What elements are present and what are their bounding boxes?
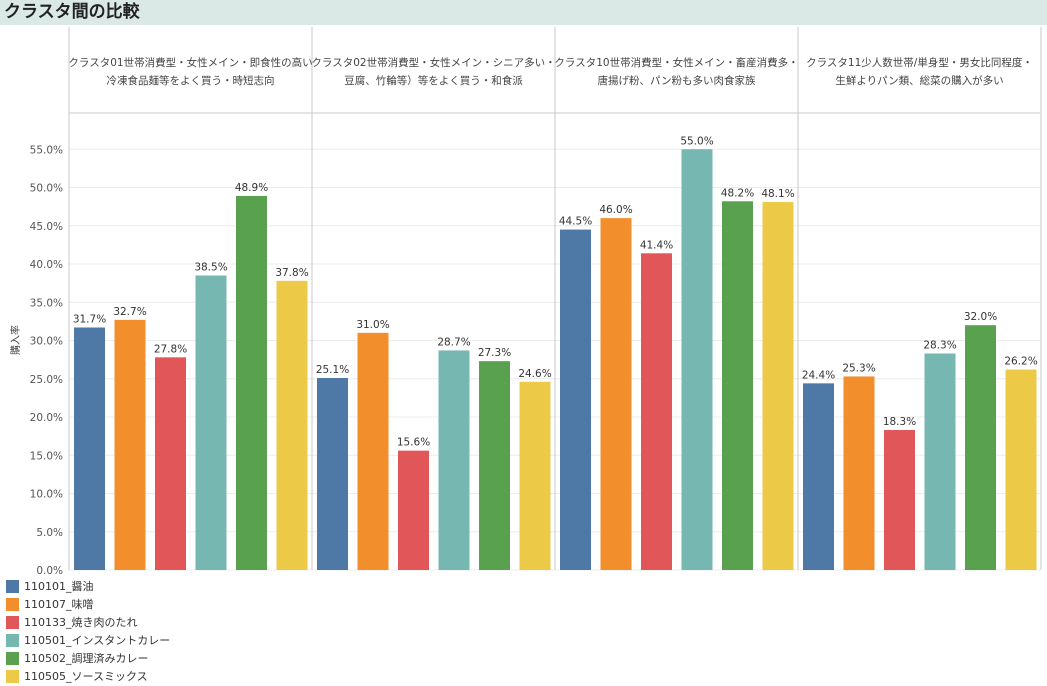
data-label: 32.0% bbox=[964, 311, 997, 323]
data-label: 48.2% bbox=[721, 187, 754, 199]
legend-label: 110505_ソースミックス bbox=[24, 669, 148, 683]
y-tick-label: 20.0% bbox=[30, 412, 63, 424]
bar bbox=[438, 350, 470, 570]
y-tick-label: 15.0% bbox=[30, 450, 63, 462]
y-tick-label: 55.0% bbox=[30, 144, 63, 156]
panel-header-text: 冷凍食品麺等をよく買う・時短志向 bbox=[107, 74, 275, 87]
bar bbox=[519, 381, 551, 570]
y-tick-label: 30.0% bbox=[30, 336, 63, 348]
data-label: 24.4% bbox=[802, 369, 835, 381]
bar bbox=[843, 376, 875, 570]
legend-label: 110133_焼き肉のたれ bbox=[24, 615, 138, 629]
data-label: 28.7% bbox=[437, 336, 470, 348]
bar bbox=[1005, 369, 1037, 570]
panel-header-text: クラスタ11少人数世帯/単身型・男女比同程度・ bbox=[806, 56, 1033, 69]
data-label: 26.2% bbox=[1004, 356, 1037, 368]
title-bar: クラスタ間の比較 bbox=[0, 0, 1047, 25]
data-label: 27.8% bbox=[154, 343, 187, 355]
data-label: 41.4% bbox=[640, 239, 673, 251]
legend-item[interactable]: 110501_インスタントカレー bbox=[6, 631, 170, 649]
legend-label: 110502_調理済みカレー bbox=[24, 651, 149, 665]
data-label: 44.5% bbox=[559, 216, 592, 228]
data-label: 25.1% bbox=[316, 364, 349, 376]
y-tick-label: 10.0% bbox=[30, 489, 63, 501]
bar-chart: 0.0% 5.0% 10.0% 15.0% 20.0% 25.0% 30.0% 35.0% 40… bbox=[9, 27, 1042, 575]
data-label: 18.3% bbox=[883, 416, 916, 428]
data-label: 38.5% bbox=[194, 261, 227, 273]
legend-label: 110101_醤油 bbox=[24, 579, 94, 593]
bar bbox=[236, 195, 267, 571]
y-tick-label: 50.0% bbox=[30, 183, 63, 195]
data-label: 24.6% bbox=[518, 368, 551, 380]
bar bbox=[965, 325, 996, 570]
panel-header-text: クラスタ10世帯消費型・女性メイン・畜産消費多・ bbox=[554, 56, 798, 69]
bar bbox=[317, 377, 348, 570]
panel-header-text: 唐揚げ粉、パン粉も多い肉食家族 bbox=[597, 74, 756, 87]
legend-swatch bbox=[6, 615, 19, 629]
legend: 110101_醤油 110107_味噌 110133_焼き肉のたれ 110501… bbox=[6, 577, 170, 685]
panel-header-text: 豆腐、竹輪等）等をよく買う・和食派 bbox=[344, 74, 523, 87]
data-label: 28.3% bbox=[923, 340, 956, 352]
legend-swatch bbox=[6, 669, 19, 683]
data-label: 31.0% bbox=[356, 319, 389, 331]
y-axis-label: 購入率 bbox=[9, 325, 22, 355]
legend-swatch bbox=[6, 633, 19, 647]
legend-item[interactable]: 110101_醤油 bbox=[6, 577, 170, 595]
legend-item[interactable]: 110107_味噌 bbox=[6, 595, 170, 613]
y-tick-label: 5.0% bbox=[36, 527, 63, 539]
bar bbox=[276, 280, 308, 570]
panel-header-text: 生鮮よりパン類、総菜の購入が多い bbox=[835, 74, 1003, 87]
page-title: クラスタ間の比較 bbox=[4, 2, 140, 22]
bar bbox=[398, 450, 429, 570]
bar bbox=[924, 353, 956, 570]
legend-item[interactable]: 110502_調理済みカレー bbox=[6, 649, 170, 667]
bar bbox=[155, 357, 186, 570]
bar bbox=[195, 275, 227, 570]
legend-swatch bbox=[6, 597, 19, 611]
legend-swatch bbox=[6, 651, 19, 665]
bar bbox=[479, 361, 510, 570]
y-tick-label: 25.0% bbox=[30, 374, 63, 386]
y-tick-label: 0.0% bbox=[36, 565, 63, 575]
bar bbox=[641, 253, 672, 571]
data-label: 48.9% bbox=[235, 182, 268, 194]
data-label: 27.3% bbox=[478, 347, 511, 359]
data-label: 32.7% bbox=[113, 306, 146, 318]
data-label: 25.3% bbox=[842, 362, 875, 374]
panel-header-text: クラスタ02世帯消費型・女性メイン・シニア多い・ bbox=[311, 56, 555, 69]
bar bbox=[74, 327, 105, 570]
legend-label: 110501_インスタントカレー bbox=[24, 633, 171, 647]
data-label: 37.8% bbox=[275, 267, 308, 279]
panel-header-text: クラスタ01世帯消費型・女性メイン・即食性の高い bbox=[68, 56, 312, 69]
data-label: 31.7% bbox=[73, 313, 106, 325]
data-label: 55.0% bbox=[680, 135, 713, 147]
bar bbox=[884, 430, 915, 570]
bar bbox=[114, 319, 146, 570]
bar bbox=[681, 149, 713, 570]
data-label: 48.1% bbox=[761, 188, 794, 200]
data-label: 46.0% bbox=[599, 204, 632, 216]
data-label: 15.6% bbox=[397, 437, 430, 449]
y-tick-label: 35.0% bbox=[30, 297, 63, 309]
legend-swatch bbox=[6, 579, 19, 593]
y-tick-label: 45.0% bbox=[30, 221, 63, 233]
legend-item[interactable]: 110133_焼き肉のたれ bbox=[6, 613, 170, 631]
y-tick-label: 40.0% bbox=[30, 259, 63, 271]
bar bbox=[722, 201, 753, 570]
bar bbox=[357, 332, 389, 570]
legend-label: 110107_味噌 bbox=[24, 597, 94, 611]
bar bbox=[600, 218, 632, 570]
bar bbox=[762, 202, 794, 570]
legend-item[interactable]: 110505_ソースミックス bbox=[6, 667, 170, 685]
bar bbox=[803, 383, 834, 570]
bar bbox=[560, 229, 591, 570]
